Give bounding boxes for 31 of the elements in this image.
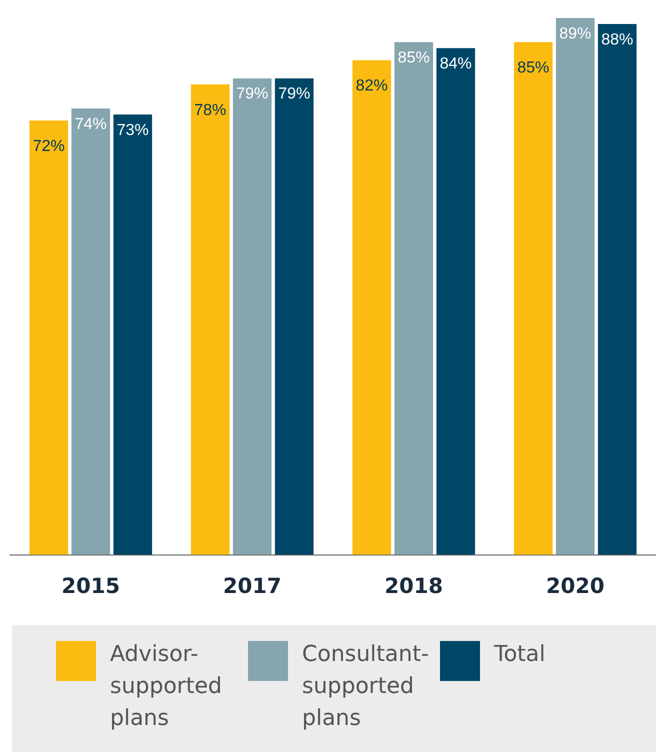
data-label: 88% xyxy=(601,31,634,48)
bar xyxy=(113,114,152,555)
bar xyxy=(232,78,272,555)
bar xyxy=(29,120,68,555)
bar xyxy=(71,108,110,555)
data-label: 85% xyxy=(398,50,430,67)
bar xyxy=(436,48,476,555)
data-label: 79% xyxy=(278,86,310,103)
data-label: 74% xyxy=(74,116,107,133)
data-label: 82% xyxy=(356,78,388,95)
data-label: 89% xyxy=(559,25,592,42)
legend-label: Advisor-supported plans xyxy=(110,641,223,733)
legend-label: Consultant-supported plans xyxy=(302,641,429,733)
bar xyxy=(190,84,230,555)
bar xyxy=(352,60,392,555)
data-label: 84% xyxy=(440,56,472,73)
x-tick-label: 2017 xyxy=(223,574,282,598)
data-label: 72% xyxy=(32,138,65,155)
legend-label: Total xyxy=(494,641,546,669)
x-tick-label: 2020 xyxy=(546,574,604,598)
bar xyxy=(274,78,314,555)
bar xyxy=(394,42,434,555)
data-label: 73% xyxy=(116,122,149,139)
bar xyxy=(598,24,637,555)
data-label: 78% xyxy=(194,102,226,119)
bar xyxy=(514,42,553,555)
data-label: 85% xyxy=(517,60,550,77)
bar xyxy=(556,18,595,555)
x-tick-label: 2015 xyxy=(62,574,120,598)
data-label: 79% xyxy=(236,86,268,103)
x-tick-label: 2018 xyxy=(384,574,443,598)
